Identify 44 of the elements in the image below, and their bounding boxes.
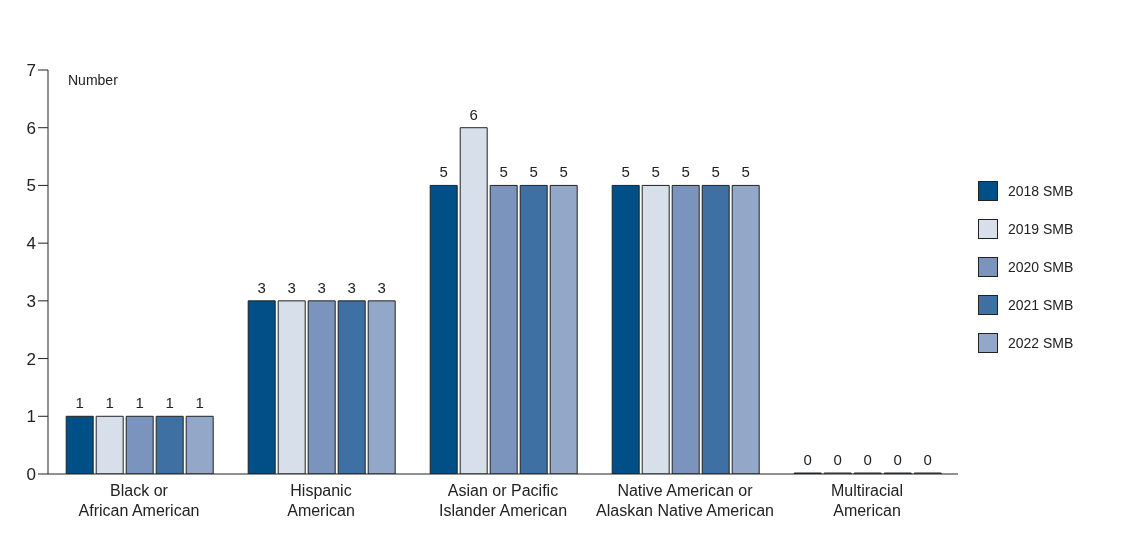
x-tick-label: Multiracial American: [830, 482, 904, 519]
data-label: 1: [135, 394, 144, 412]
data-label: 0: [923, 451, 932, 468]
data-label: 5: [499, 163, 508, 181]
data-label: 3: [317, 278, 326, 296]
y-tick-label: 3: [26, 291, 36, 311]
legend-label: 2020 SMB: [1008, 259, 1074, 275]
y-tick-label: 5: [26, 176, 36, 196]
data-label: 5: [681, 163, 690, 181]
y-tick-label: 0: [26, 465, 36, 485]
data-label: 5: [621, 163, 630, 181]
data-label: 6: [469, 105, 478, 123]
y-tick-label: 1: [26, 407, 36, 427]
data-label: 0: [833, 451, 842, 468]
data-label: 1: [105, 394, 114, 412]
legend-label: 2019 SMB: [1008, 221, 1074, 237]
y-axis-title: Number: [68, 72, 118, 88]
y-tick-label: 7: [26, 61, 36, 81]
data-label: 5: [711, 163, 720, 181]
data-label: 1: [165, 394, 174, 412]
data-label: 3: [287, 278, 296, 296]
x-tick-label: Native American or Alaskan Native American: [596, 482, 774, 519]
data-label: 5: [741, 163, 750, 181]
data-label: 5: [559, 163, 568, 181]
legend-label: 2022 SMB: [1008, 335, 1074, 351]
legend-label: 2021 SMB: [1008, 297, 1074, 313]
x-tick-label: Hispanic American: [287, 482, 355, 519]
data-label: 1: [195, 394, 204, 412]
data-label: 5: [439, 163, 448, 181]
y-tick-label: 4: [26, 234, 36, 254]
data-label: 0: [803, 451, 812, 468]
data-label: 3: [347, 278, 356, 296]
x-tick-label: Asian or Pacific Islander American: [438, 482, 568, 519]
x-tick-label: Black or African American: [78, 482, 200, 519]
data-label: 5: [651, 163, 660, 181]
data-label: 3: [377, 278, 386, 296]
data-label: 1: [75, 394, 84, 412]
y-tick-label: 2: [26, 349, 36, 369]
data-label: 0: [863, 451, 872, 468]
y-tick-label: 6: [26, 118, 36, 138]
data-label: 0: [893, 451, 902, 468]
legend-label: 2018 SMB: [1008, 183, 1074, 199]
data-label: 3: [257, 278, 266, 296]
data-label: 5: [529, 163, 538, 181]
